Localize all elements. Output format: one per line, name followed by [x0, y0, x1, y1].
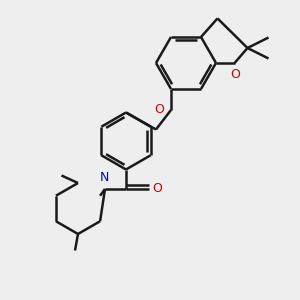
Text: O: O — [154, 103, 164, 116]
Text: O: O — [231, 68, 240, 81]
Text: N: N — [100, 171, 110, 184]
Text: O: O — [152, 182, 162, 196]
